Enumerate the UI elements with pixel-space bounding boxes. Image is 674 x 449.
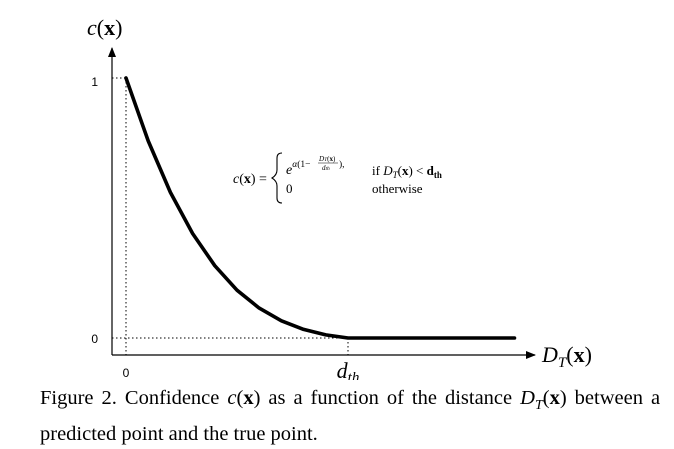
confidence-chart: c(x) 1 0 0 dth DT(x) c(x) = eα(1− DT(x) … (87, 15, 592, 380)
caption-text-a: Confidence (124, 387, 220, 409)
caption-label: Figure 2. (40, 387, 117, 409)
svg-text:eα(1−: eα(1− (286, 159, 311, 178)
svg-text:if DT(x) < dth: if DT(x) < dth (372, 163, 442, 180)
y-tick-0: 0 (91, 332, 98, 346)
y-axis-label: c(x) (87, 15, 122, 40)
caption-text-c: between a predicted point and the true p… (40, 387, 661, 446)
svg-text:DT(x): DT(x) (318, 155, 336, 163)
x-axis-label: DT(x) (541, 342, 592, 371)
caption-sym-c: c(x) (227, 387, 261, 409)
svg-text:dth: dth (322, 164, 330, 172)
svg-text:otherwise: otherwise (372, 181, 423, 196)
svg-text:0: 0 (286, 181, 293, 196)
y-tick-1: 1 (91, 75, 98, 89)
x-tick-0: 0 (123, 366, 130, 380)
x-tick-dth: dth (337, 358, 360, 380)
svg-text:),: ), (339, 159, 345, 170)
figure-caption: Figure 2. Confidence c(x) as a function … (40, 384, 660, 449)
svg-text:c(x) =: c(x) = (233, 172, 267, 187)
confidence-curve (124, 76, 517, 340)
caption-sym-d: DT(x) (520, 387, 567, 414)
caption-text-b: as a function of the distance (268, 387, 513, 409)
formula-annotation: c(x) = eα(1− DT(x) dth ), if DT(x) < dth… (233, 152, 442, 204)
